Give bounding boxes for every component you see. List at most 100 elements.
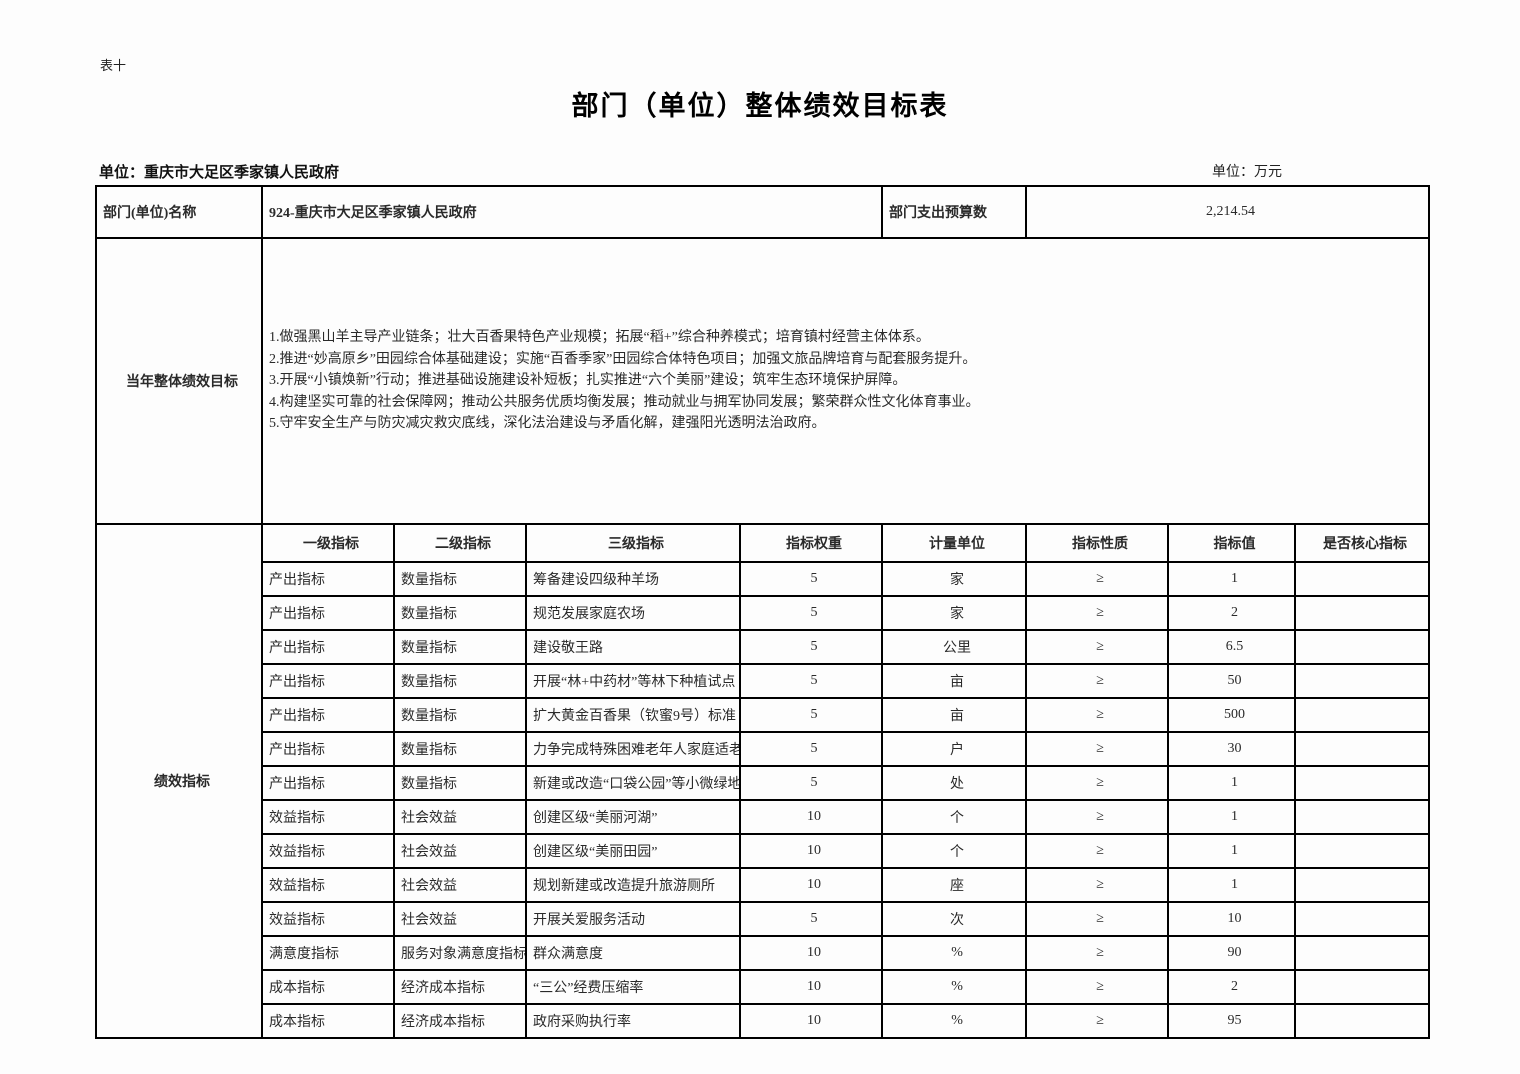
cell-unit: 亩 [881,663,1028,699]
cell-nature: ≥ [1025,765,1170,801]
indicators-label: 绩效指标 [95,523,263,1039]
cell-unit: 个 [881,833,1028,869]
cell-core [1294,969,1431,1005]
cell-level1: 产出指标 [261,765,395,801]
cell-core [1294,867,1431,903]
col-header-unit: 计量单位 [881,523,1028,563]
col-header-nature: 指标性质 [1025,523,1170,563]
cell-weight: 5 [738,697,884,733]
goals-row: 当年整体绩效目标 1.做强黑山羊主导产业链条；壮大百香果特色产业规模；拓展“稻+… [95,237,1431,525]
cell-level2: 数量指标 [393,629,527,665]
cell-core [1294,1003,1431,1039]
cell-nature: ≥ [1025,561,1170,597]
cell-level1: 产出指标 [261,629,395,665]
performance-target-table: 部门(单位)名称 924-重庆市大足区季家镇人民政府 部门支出预算数 2,214… [95,185,1431,1039]
cell-value: 90 [1167,935,1297,971]
cell-nature: ≥ [1025,799,1170,835]
cell-level3: 创建区级“美丽河湖” [525,799,741,835]
indicator-row: 产出指标 数量指标 力争完成特殊困难老年人家庭适老 5 户 ≥ 30 [96,731,1431,767]
cell-weight: 10 [738,969,884,1005]
cell-value: 1 [1167,867,1297,903]
cell-level2: 数量指标 [393,697,527,733]
cell-value: 50 [1167,663,1297,699]
indicator-row: 满意度指标 服务对象满意度指标 群众满意度 10 % ≥ 90 [96,935,1431,971]
cell-level1: 效益指标 [261,833,395,869]
budget-value: 2,214.54 [1025,185,1431,239]
cell-unit: 家 [881,595,1028,631]
indicator-row: 产出指标 数量指标 筹备建设四级种羊场 5 家 ≥ 1 [96,561,1431,597]
cell-level2: 经济成本指标 [393,1003,527,1039]
goal-line: 3.开展“小镇焕新”行动；推进基础设施建设补短板；扎实推进“六个美丽”建设；筑牢… [269,373,907,389]
goal-line: 1.做强黑山羊主导产业链条；壮大百香果特色产业规模；拓展“稻+”综合种养模式；培… [269,330,930,346]
indicator-row: 产出指标 数量指标 开展“林+中药材”等林下种植试点 5 亩 ≥ 50 [96,663,1431,699]
goal-line: 5.守牢安全生产与防灾减灾救灾底线，深化法治建设与矛盾化解，建强阳光透明法治政府… [269,416,826,432]
cell-nature: ≥ [1025,697,1170,733]
cell-nature: ≥ [1025,969,1170,1005]
cell-weight: 5 [738,629,884,665]
cell-level2: 社会效益 [393,833,527,869]
cell-level1: 满意度指标 [261,935,395,971]
cell-weight: 10 [738,867,884,903]
cell-unit: % [881,935,1028,971]
goal-line: 4.构建坚实可靠的社会保障网；推动公共服务优质均衡发展；推动就业与拥军协同发展；… [269,394,980,410]
cell-unit: % [881,969,1028,1005]
cell-unit: 公里 [881,629,1028,665]
cell-weight: 10 [738,799,884,835]
cell-level3: “三公”经费压缩率 [525,969,741,1005]
cell-unit: 座 [881,867,1028,903]
col-header-level1: 一级指标 [261,523,395,563]
cell-value: 1 [1167,833,1297,869]
cell-level2: 社会效益 [393,799,527,835]
cell-nature: ≥ [1025,1003,1170,1039]
cell-core [1294,799,1431,835]
cell-value: 2 [1167,595,1297,631]
cell-weight: 5 [738,663,884,699]
cell-level1: 成本指标 [261,1003,395,1039]
cell-weight: 5 [738,765,884,801]
cell-value: 1 [1167,799,1297,835]
cell-nature: ≥ [1025,901,1170,937]
cell-level3: 创建区级“美丽田园” [525,833,741,869]
cell-level2: 数量指标 [393,663,527,699]
dept-name-value: 924-重庆市大足区季家镇人民政府 [260,185,884,239]
cell-unit: % [881,1003,1028,1039]
cell-weight: 10 [738,935,884,971]
cell-core [1294,765,1431,801]
cell-level2: 社会效益 [393,901,527,937]
cell-value: 10 [1167,901,1297,937]
indicator-row: 产出指标 数量指标 扩大黄金百香果（钦蜜9号）标准 5 亩 ≥ 500 [96,697,1431,733]
indicator-row: 效益指标 社会效益 规划新建或改造提升旅游厕所 10 座 ≥ 1 [96,867,1431,903]
cell-unit: 亩 [881,697,1028,733]
budget-label: 部门支出预算数 [881,185,1028,239]
cell-value: 1 [1167,561,1297,597]
cell-level2: 服务对象满意度指标 [393,935,527,971]
cell-nature: ≥ [1025,663,1170,699]
cell-level3: 建设敬王路 [525,629,741,665]
cell-level1: 产出指标 [261,595,395,631]
cell-unit: 个 [881,799,1028,835]
table-number-label: 表十 [100,58,127,73]
currency-unit-caption: 单位：万元 [1212,165,1282,180]
cell-level1: 效益指标 [261,901,395,937]
cell-core [1294,595,1431,631]
cell-weight: 5 [738,595,884,631]
cell-unit: 次 [881,901,1028,937]
cell-level3: 开展“林+中药材”等林下种植试点 [525,663,741,699]
indicator-header-row: 绩效指标 一级指标 二级指标 三级指标 指标权重 计量单位 指标性质 指标值 是… [95,523,1431,1039]
cell-level3: 筹备建设四级种羊场 [525,561,741,597]
col-header-value: 指标值 [1167,523,1297,563]
cell-value: 500 [1167,697,1297,733]
indicator-row: 产出指标 数量指标 新建或改造“口袋公园”等小微绿地 5 处 ≥ 1 [96,765,1431,801]
cell-core [1294,901,1431,937]
cell-nature: ≥ [1025,629,1170,665]
col-header-core: 是否核心指标 [1294,523,1431,563]
cell-level1: 产出指标 [261,731,395,767]
cell-level3: 扩大黄金百香果（钦蜜9号）标准 [525,697,741,733]
dept-name-label: 部门(单位)名称 [95,185,263,239]
cell-level1: 效益指标 [261,799,395,835]
cell-level2: 经济成本指标 [393,969,527,1005]
cell-level3: 规范发展家庭农场 [525,595,741,631]
cell-level1: 产出指标 [261,561,395,597]
goals-label: 当年整体绩效目标 [95,237,263,525]
cell-level2: 数量指标 [393,765,527,801]
